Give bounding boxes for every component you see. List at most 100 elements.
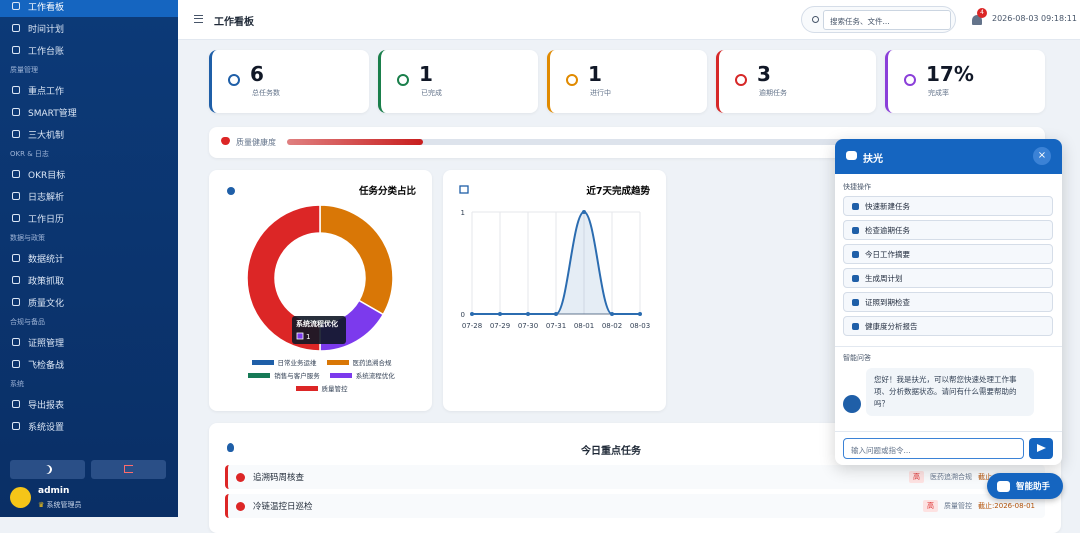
quick-icon [852,274,859,282]
chart-title: 任务分类占比 [358,185,417,197]
nav-item[interactable]: 飞检备战 [0,353,178,375]
menu-button[interactable] [194,15,203,23]
pie-slice [319,204,394,316]
nav-item[interactable]: SMART管理 [0,101,178,123]
tooltip: 系统流程优化 1 [292,316,346,344]
line-point [638,312,642,316]
task-category: 医药追溯合规 [929,473,972,481]
x-tick-label: 07-31 [546,322,566,330]
nav-label: 导出报表 [28,400,65,411]
line-area [472,212,640,314]
quick-label: 今日工作摘要 [865,249,910,259]
x-tick-label: 08-02 [602,322,622,330]
quick-icon [852,202,859,210]
nav-label: 工作台账 [28,46,65,57]
nav-icon [12,276,20,284]
user-role-text: 系统管理员 [46,501,82,509]
task-title: 冷链温控日巡检 [253,502,313,512]
title-icon [459,185,469,194]
task-row[interactable]: 追溯码周核查高医药追溯合规截止:2026-08-01 [225,465,1045,489]
quick-action[interactable]: 生成周计划 [843,268,1053,288]
legend-swatch [251,359,274,365]
nav-icon [12,24,20,32]
quick-action[interactable]: 快速新建任务 [843,196,1053,216]
nav-item[interactable]: 日志解析 [0,185,178,207]
bot-avatar [843,395,861,413]
x-tick-label: 08-01 [574,322,594,330]
legend-label: 系统流程优化 [355,372,395,380]
quick-action[interactable]: 证照到期检查 [843,292,1053,312]
nav-item[interactable]: 时间计划 [0,17,178,39]
legend-label: 销售与客户服务 [274,372,320,380]
nav-item[interactable]: 证照管理 [0,331,178,353]
nav-icon [12,298,20,306]
stat-icon [735,74,747,86]
search-box[interactable]: 搜索任务、文件... [801,6,956,33]
assistant-fab[interactable]: 智能助手 [987,473,1063,499]
nav-item[interactable]: 质量文化 [0,291,178,313]
nav-label: 证照管理 [28,338,65,349]
badge: 4 [977,8,987,18]
nav-item[interactable]: 政策抓取 [0,269,178,291]
stat-label: 进行中 [590,89,611,97]
quick-icon [852,226,859,234]
nav-icon [12,422,20,430]
nav-icon [12,338,20,346]
quick-action[interactable]: 健康度分析报告 [843,316,1053,336]
bot-message: 您好！我是扶光，可以帮您快速处理工作事项、分析数据状态。请问有什么需要帮助的吗？ [866,368,1034,416]
quick-action[interactable]: 检查逾期任务 [843,220,1053,240]
close-button[interactable]: × [1033,147,1051,165]
y-tick-label: 0 [461,311,465,319]
nav-label: 重点工作 [28,86,65,97]
legend-item: 医药追溯合规 [326,357,392,367]
tasks-title: 今日重点任务 [581,446,641,457]
nav-label: 三大机制 [28,130,65,141]
stat-value: 1 [419,62,433,86]
nav-item[interactable]: 三大机制 [0,123,178,145]
section-title: 质量管理 [10,66,38,74]
nav-item[interactable]: 导出报表 [0,393,178,415]
x-tick-label: 07-30 [518,322,538,330]
nav-item[interactable]: OKR目标 [0,163,178,185]
assistant-panel: 扶光 × 快捷操作 智能问答 您好！我是扶光，可以帮您快速处理工作事项、分析数据… [835,139,1062,465]
nav-icon [12,214,20,222]
nav-item[interactable]: 工作看板 [0,0,178,17]
stat-card: 1 已完成 [378,50,538,113]
legend-item: 系统流程优化 [329,370,395,380]
nav-item[interactable]: 工作台账 [0,39,178,61]
stat-label: 逾期任务 [759,89,787,97]
title-icon [227,187,235,195]
theme-button[interactable] [10,460,85,479]
nav-item[interactable]: 系统设置 [0,415,178,437]
nav-icon [12,192,20,200]
task-row[interactable]: 冷链温控日巡检 高质量管控 截止:2026-08-01 [225,494,1045,518]
send-button[interactable] [1029,438,1053,459]
chat-input[interactable]: 输入问题或指令... [843,438,1024,459]
nav-item[interactable]: 工作日历 [0,207,178,229]
page-title: 工作看板 [214,17,254,28]
nav-icon [12,108,20,116]
stat-card: 1 进行中 [547,50,707,113]
datetime: 2026-08-03 09:18:11 [992,14,1077,23]
sidebar: admin ♛ 系统管理员 工作看板 时间计划 工作台账 质量管理 重点工作 SMART管… [0,0,178,517]
quick-label: 健康度分析报告 [865,321,918,331]
section-title: OKR & 日志 [10,150,49,158]
search-input[interactable]: 搜索任务、文件... [823,10,951,30]
section-title: 系统 [10,380,24,388]
nav-item[interactable]: 数据统计 [0,247,178,269]
bell[interactable] [972,15,982,25]
nav-label: 日志解析 [28,192,65,203]
task-priority: 高 [922,500,938,512]
task-icon [236,501,245,511]
legend-label: 日常业务运维 [277,359,317,367]
legend: 日常业务运维 医药追溯合规 销售与客户服务 系统流程优化 质量管控 [234,357,409,393]
logout-button[interactable] [91,460,166,479]
quick-icon [852,322,859,330]
legend-item: 日常业务运维 [251,357,317,367]
quick-action[interactable]: 今日工作摘要 [843,244,1053,264]
y-tick-label: 1 [461,209,465,217]
quick-label: 快速新建任务 [865,201,910,211]
nav-item[interactable]: 重点工作 [0,79,178,101]
task-title: 追溯码周核查 [253,473,305,483]
nav-icon [12,360,20,368]
